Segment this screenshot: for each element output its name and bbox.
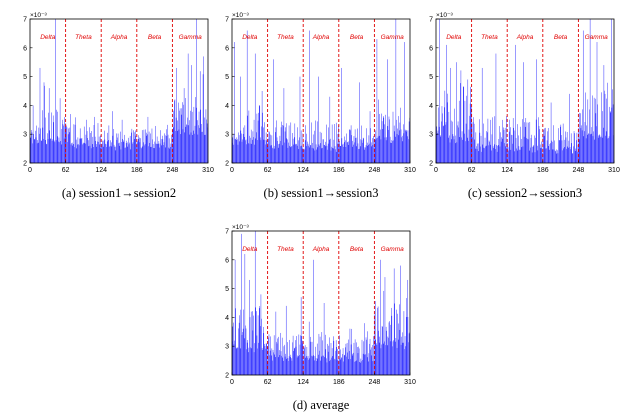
x-tick-label: 248 <box>369 379 381 386</box>
y-tick-label: 5 <box>225 286 229 293</box>
band-label-alpha: Alpha <box>312 246 330 253</box>
y-tick-label: 7 <box>23 17 27 24</box>
x-tick-label: 186 <box>333 167 345 174</box>
x-tick-label: 124 <box>297 379 309 386</box>
x-tick-label: 248 <box>369 167 381 174</box>
axes-frame <box>231 18 411 164</box>
x-tick-label: 310 <box>404 379 416 386</box>
y-exponent-label: ×10⁻³ <box>232 12 249 19</box>
axes-frame <box>435 18 615 164</box>
band-label-delta: Delta <box>242 34 258 41</box>
y-tick-label: 4 <box>225 103 229 110</box>
y-tick-label: 2 <box>429 161 433 168</box>
x-tick-label: 310 <box>404 167 416 174</box>
subplot-d: Delta Theta Alpha Beta Gamma 0 62 124 186 248 310 2… <box>225 224 416 412</box>
band-label-gamma: Gamma <box>381 246 405 253</box>
x-tick-label: 62 <box>264 379 272 386</box>
y-tick-label: 6 <box>225 257 229 264</box>
x-tick-label: 248 <box>573 167 585 174</box>
band-label-gamma: Gamma <box>381 34 405 41</box>
y-tick-label: 4 <box>23 103 27 110</box>
band-label-gamma: Gamma <box>179 34 203 41</box>
axes-frame <box>231 230 411 376</box>
y-tick-label: 7 <box>429 17 433 24</box>
band-label-alpha: Alpha <box>312 34 330 41</box>
y-exponent-label: ×10⁻³ <box>232 224 249 231</box>
x-tick-label: 62 <box>468 167 476 174</box>
y-tick-label: 5 <box>429 74 433 81</box>
y-tick-label: 6 <box>225 45 229 52</box>
y-tick-label: 3 <box>23 132 27 139</box>
subplot-caption: (b) session1→session3 <box>264 186 379 200</box>
subplot-caption: (a) session1→session2 <box>62 186 176 200</box>
y-tick-label: 2 <box>225 161 229 168</box>
x-tick-label: 124 <box>501 167 513 174</box>
x-tick-label: 186 <box>131 167 143 174</box>
y-tick-label: 3 <box>429 132 433 139</box>
y-tick-label: 3 <box>225 344 229 351</box>
x-tick-label: 0 <box>434 167 438 174</box>
x-tick-label: 124 <box>297 167 309 174</box>
band-label-delta: Delta <box>242 246 258 253</box>
y-tick-label: 7 <box>225 229 229 236</box>
band-label-beta: Beta <box>350 246 364 253</box>
y-tick-label: 4 <box>225 315 229 322</box>
y-tick-label: 6 <box>23 45 27 52</box>
x-tick-label: 186 <box>537 167 549 174</box>
subplot-c: Delta Theta Alpha Beta Gamma 0 62 124 186 248 310 2… <box>429 12 620 200</box>
x-tick-label: 248 <box>167 167 179 174</box>
y-tick-label: 6 <box>429 45 433 52</box>
y-tick-label: 5 <box>225 74 229 81</box>
subplot-caption: (d) average <box>293 398 350 412</box>
band-label-theta: Theta <box>277 246 294 253</box>
y-tick-label: 5 <box>23 74 27 81</box>
x-tick-label: 310 <box>202 167 214 174</box>
x-tick-label: 124 <box>95 167 107 174</box>
y-tick-label: 2 <box>23 161 27 168</box>
axes-frame <box>29 18 209 164</box>
band-label-beta: Beta <box>350 34 364 41</box>
y-tick-label: 3 <box>225 132 229 139</box>
y-exponent-label: ×10⁻³ <box>436 12 453 19</box>
band-label-delta: Delta <box>446 34 462 41</box>
band-label-alpha: Alpha <box>110 34 128 41</box>
band-label-beta: Beta <box>148 34 162 41</box>
y-tick-label: 2 <box>225 373 229 380</box>
y-tick-label: 7 <box>225 17 229 24</box>
band-label-gamma: Gamma <box>585 34 609 41</box>
subplot-b: Delta Theta Alpha Beta Gamma 0 62 124 186 248 310 2… <box>225 12 416 200</box>
y-exponent-label: ×10⁻³ <box>30 12 47 19</box>
bar-series <box>232 231 410 375</box>
x-tick-label: 186 <box>333 379 345 386</box>
x-tick-label: 62 <box>264 167 272 174</box>
y-tick-label: 4 <box>429 103 433 110</box>
band-label-alpha: Alpha <box>516 34 534 41</box>
band-label-theta: Theta <box>277 34 294 41</box>
band-label-theta: Theta <box>75 34 92 41</box>
band-label-theta: Theta <box>481 34 498 41</box>
x-tick-label: 310 <box>608 167 620 174</box>
subplot-a: Delta Theta Alpha Beta Gamma 0 62 124 186 248 310 2… <box>23 12 214 200</box>
subplot-caption: (c) session2→session3 <box>468 186 582 200</box>
band-label-delta: Delta <box>40 34 56 41</box>
x-tick-label: 0 <box>230 379 234 386</box>
x-tick-label: 62 <box>62 167 70 174</box>
band-label-beta: Beta <box>554 34 568 41</box>
x-tick-label: 0 <box>230 167 234 174</box>
x-tick-label: 0 <box>28 167 32 174</box>
